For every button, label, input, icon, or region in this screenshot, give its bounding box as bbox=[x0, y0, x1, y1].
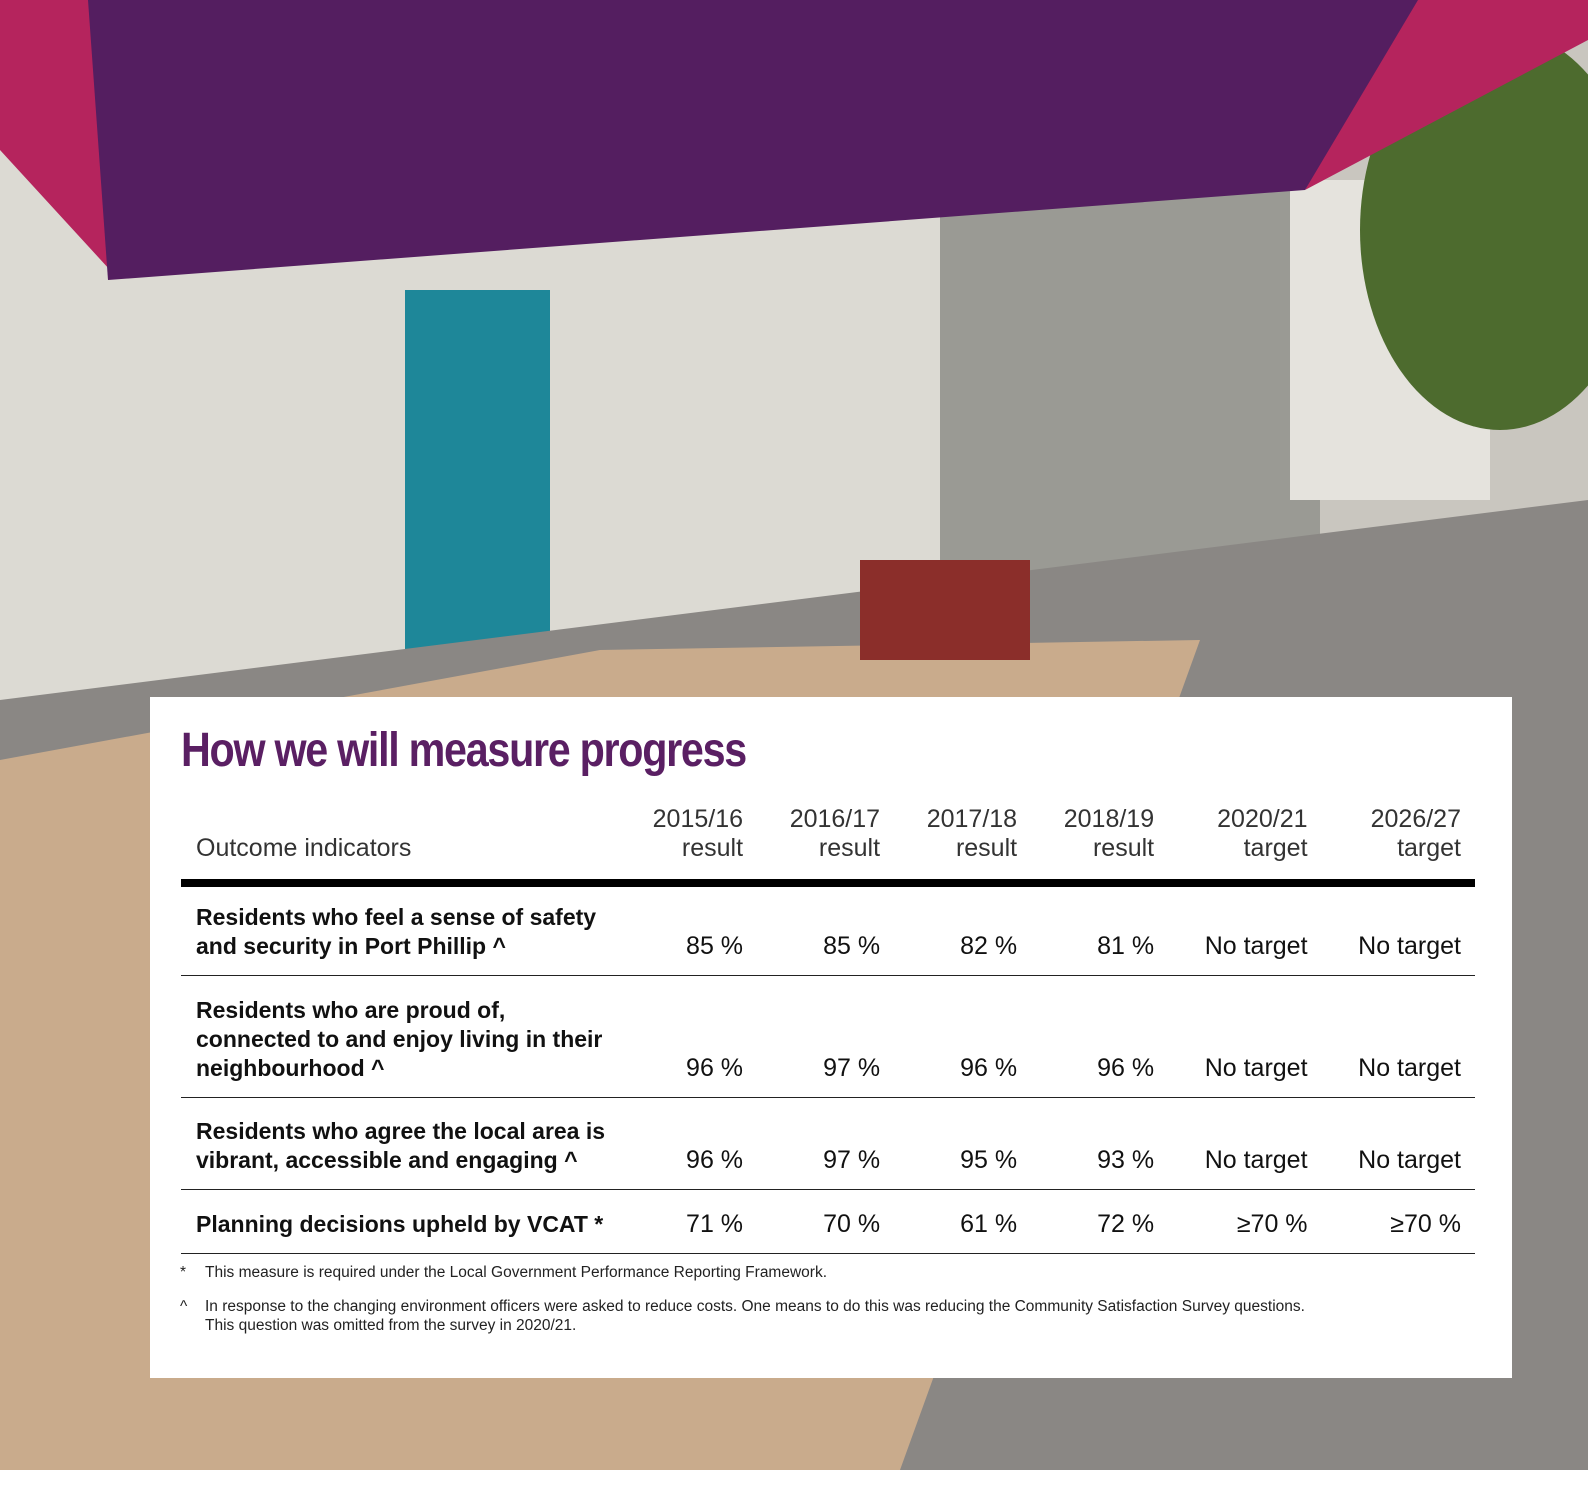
header-line: 2015/16 bbox=[652, 805, 744, 833]
table-row: Planning decisions upheld by VCAT * 71 % 7… bbox=[181, 1189, 1475, 1254]
cell-value: 96 % bbox=[894, 975, 1032, 1098]
cell-value: No target bbox=[1321, 883, 1475, 976]
cell-value: No target bbox=[1168, 883, 1322, 976]
header-line: target bbox=[1397, 834, 1461, 862]
cell-value: 96 % bbox=[620, 975, 758, 1098]
cell-value: 61 % bbox=[894, 1189, 1032, 1254]
header-line: 2017/18 bbox=[926, 805, 1018, 833]
bench bbox=[860, 560, 1030, 660]
column-header: Outcome indicators bbox=[181, 805, 620, 887]
veranda bbox=[940, 180, 1320, 600]
footnote: ^ In response to the changing environment… bbox=[180, 1297, 1305, 1335]
cell-value: 93 % bbox=[1031, 1097, 1169, 1190]
table-row: Residents who agree the local area is vi… bbox=[181, 1097, 1475, 1190]
header-line: result bbox=[955, 834, 1018, 862]
table: Outcome indicators 2015/16 result 2016/17 re… bbox=[181, 805, 1475, 1254]
cell-value: 96 % bbox=[620, 1097, 758, 1190]
cell-value: 82 % bbox=[894, 883, 1032, 976]
cell-value: ≥70 % bbox=[1321, 1189, 1475, 1254]
cell-value: 70 % bbox=[757, 1189, 895, 1254]
column-header: 2026/27 target bbox=[1321, 805, 1475, 887]
header-line: Outcome indicators bbox=[196, 834, 412, 862]
header-line: 2026/27 bbox=[1370, 805, 1461, 833]
column-header: 2017/18 result bbox=[894, 805, 1032, 887]
header-line: result bbox=[818, 834, 881, 862]
column-header: 2020/21 target bbox=[1168, 805, 1322, 887]
cell-value: 85 % bbox=[620, 883, 758, 976]
header-line: 2020/21 bbox=[1217, 805, 1308, 833]
header-line: 2018/19 bbox=[1063, 805, 1155, 833]
cell-value: No target bbox=[1168, 975, 1322, 1098]
footnote-line: In response to the changing environment … bbox=[205, 1298, 1305, 1315]
table-row: Residents who feel a sense of safety and… bbox=[181, 883, 1475, 976]
column-header: 2016/17 result bbox=[757, 805, 895, 887]
table-body: Residents who feel a sense of safety and… bbox=[181, 883, 1475, 1254]
footnote-text: This measure is required under the Local… bbox=[205, 1263, 827, 1282]
footnote: * This measure is required under the Loca… bbox=[180, 1263, 827, 1282]
header-line: result bbox=[681, 834, 744, 862]
cell-value: 96 % bbox=[1031, 975, 1169, 1098]
cell-value: ≥70 % bbox=[1168, 1189, 1322, 1254]
cell-value: 81 % bbox=[1031, 883, 1169, 976]
card: How we will measure progress Outcome ind… bbox=[150, 697, 1512, 1378]
row-label: Residents who feel a sense of safety and… bbox=[181, 883, 620, 976]
cell-value: No target bbox=[1168, 1097, 1322, 1190]
door bbox=[405, 290, 550, 690]
header-line: 2016/17 bbox=[789, 805, 881, 833]
column-header: 2018/19 result bbox=[1031, 805, 1169, 887]
cell-value: 95 % bbox=[894, 1097, 1032, 1190]
footnote-text: In response to the changing environment … bbox=[205, 1297, 1305, 1335]
cell-value: 97 % bbox=[757, 975, 895, 1098]
row-label: Residents who are proud of, connected to… bbox=[181, 975, 620, 1098]
header-line: target bbox=[1243, 834, 1308, 862]
cell-value: 85 % bbox=[757, 883, 895, 976]
column-header: 2015/16 result bbox=[620, 805, 758, 887]
header-line: result bbox=[1092, 834, 1155, 862]
cell-value: No target bbox=[1321, 975, 1475, 1098]
footnote-line: This question was omitted from the surve… bbox=[205, 1317, 577, 1334]
header-row: Outcome indicators 2015/16 result 2016/17 re… bbox=[181, 805, 1475, 887]
cell-value: 72 % bbox=[1031, 1189, 1169, 1254]
accent-right bbox=[1305, 0, 1588, 190]
cell-value: 71 % bbox=[620, 1189, 758, 1254]
footnote-symbol: * bbox=[180, 1264, 187, 1281]
row-label: Residents who agree the local area is vi… bbox=[181, 1097, 620, 1190]
title: How we will measure progress bbox=[181, 724, 747, 777]
table-row: Residents who are proud of, connected to… bbox=[181, 975, 1475, 1098]
footnote-line: This measure is required under the Local… bbox=[205, 1264, 827, 1281]
cell-value: No target bbox=[1321, 1097, 1475, 1190]
row-label: Planning decisions upheld by VCAT * bbox=[181, 1189, 620, 1254]
cell-value: 97 % bbox=[757, 1097, 895, 1190]
banner bbox=[88, 0, 1418, 280]
footnote-symbol: ^ bbox=[180, 1298, 188, 1315]
accent-left bbox=[0, 0, 110, 270]
